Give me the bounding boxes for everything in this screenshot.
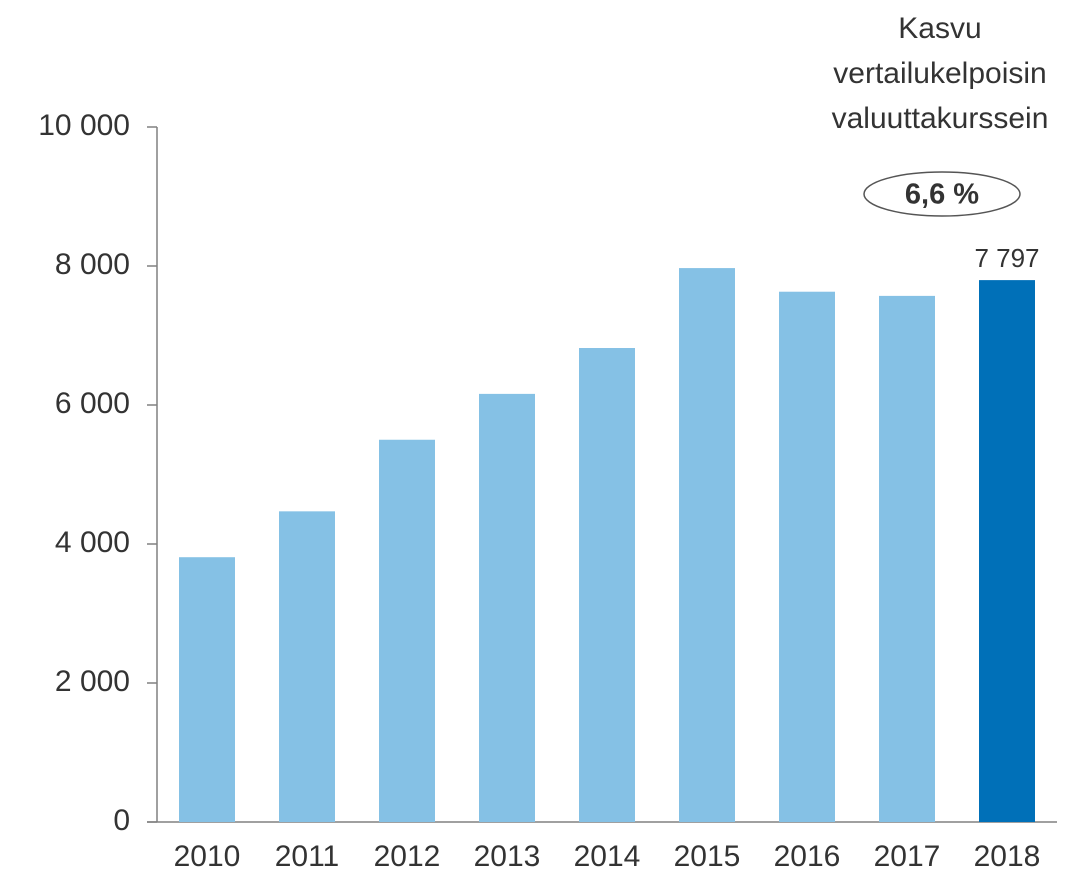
x-tick-label: 2013 [474, 840, 541, 873]
x-tick-label: 2010 [174, 840, 241, 873]
annotation: valuuttakurssein [832, 102, 1049, 135]
y-tick-label: 0 [113, 804, 130, 837]
x-tick-label: 2014 [574, 840, 641, 873]
bar [679, 268, 735, 823]
x-tick-label: 2011 [275, 840, 340, 873]
bar [179, 557, 235, 822]
bar [279, 511, 335, 822]
y-tick-label: 8 000 [55, 248, 130, 281]
bar [379, 439, 435, 822]
value-label: 7 797 [974, 243, 1039, 273]
x-tick-label: 2015 [674, 840, 741, 873]
x-tick-label: 2018 [974, 840, 1041, 873]
highlight-text: 6,6 % [905, 179, 979, 211]
y-tick-label: 4 000 [55, 526, 130, 559]
y-tick-label: 6 000 [55, 387, 130, 420]
bar [979, 280, 1035, 822]
bar [879, 295, 935, 822]
x-tick-label: 2016 [774, 840, 841, 873]
x-tick-label: 2017 [874, 840, 941, 873]
x-tick-label: 2012 [374, 840, 441, 873]
annotation: Kasvu [898, 12, 981, 45]
highlight-ellipse [863, 171, 1021, 217]
y-tick-label: 10 000 [38, 109, 130, 142]
bar [479, 393, 535, 822]
bar [579, 348, 635, 822]
annotation: vertailukelpoisin [833, 57, 1046, 90]
bar [779, 291, 835, 823]
y-tick-label: 2 000 [55, 665, 130, 698]
